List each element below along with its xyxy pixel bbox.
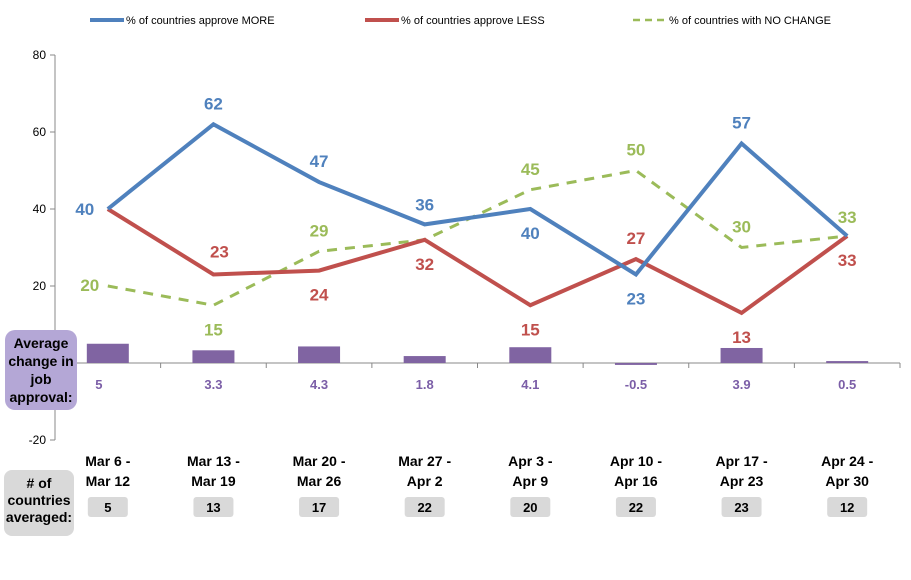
avg-change-label: -0.5 [625,377,647,392]
point-label: 62 [204,94,223,113]
avg-change-label: 4.3 [310,377,328,392]
point-label: 30 [732,218,751,237]
country-count-box [87,497,128,517]
point-label: 20 [80,276,99,295]
average-change-bars: 5 3.3 4.3 1.8 4.1 -0.5 3.9 0.5 [86,343,869,392]
data-labels: 40 62 47 36 40 23 57 23 24 32 15 27 13 33 20 15 29 45 50 30… [75,94,856,347]
country-count-box [404,497,445,517]
avg-change-bar [192,350,235,363]
point-label: 23 [210,242,229,261]
point-label: 27 [626,229,645,248]
point-label: 33 [838,251,857,270]
x-tick-label: Apr 10 -Apr 16 [610,453,662,489]
point-label: 33 [838,208,857,227]
y-tick-label: 20 [33,279,47,293]
country-count: 22 [629,500,643,515]
point-label: 40 [75,200,94,219]
avg-change-label: 1.8 [416,377,434,392]
point-label: 50 [626,141,645,160]
legend-label: % of countries approve LESS [401,15,545,27]
avg-change-bar [509,347,552,363]
avg-change-bar [826,361,869,363]
series-line [106,207,849,316]
country-count: 23 [734,500,748,515]
country-count-box [193,497,234,517]
side-panels: Average change in job approval: # of countrie… [4,330,868,536]
country-count-box [299,497,340,517]
point-label: 40 [521,224,540,243]
avg-change-caption: Average change in job approval: [8,335,73,405]
country-count-box [827,497,868,517]
y-tick-label: 40 [33,202,47,216]
avg-change-label: 3.9 [733,377,751,392]
point-label: 15 [204,320,223,339]
legend-label: % of countries with NO CHANGE [669,15,831,27]
country-count-box [510,497,551,517]
point-label: 29 [310,221,329,240]
point-label: 23 [626,289,645,308]
country-count: 17 [312,500,326,515]
series-lines [106,121,849,316]
legend-label: % of countries approve MORE [126,15,275,27]
chart-axes: -20 20 40 60 80 Mar 6 -Mar 12 Mar 13 -Mar 19 Ma… [29,48,901,489]
point-label: 36 [415,195,434,214]
country-count: 13 [206,500,220,515]
chart-legend: % of countries approve MORE % of countrie… [90,15,831,27]
y-tick-label: 80 [33,48,47,62]
y-tick-label: 60 [33,125,47,139]
avg-change-label: 4.1 [521,377,539,392]
x-tick-label: Apr 3 -Apr 9 [508,453,553,489]
avg-change-bar [720,347,763,363]
x-tick-label: Mar 27 -Apr 2 [398,453,451,489]
avg-change-bar [298,346,341,363]
country-count: 20 [523,500,537,515]
x-tick-label: Apr 24 -Apr 30 [821,453,873,489]
point-label: 15 [521,320,540,339]
y-tick-label: -20 [29,433,47,447]
avg-change-label: 5 [95,377,102,392]
countries-averaged-panel [4,470,74,536]
avg-change-label: 0.5 [838,377,856,392]
x-tick-label: Apr 17 -Apr 23 [716,453,768,489]
point-label: 47 [310,152,329,171]
point-label: 32 [415,255,434,274]
country-count: 12 [840,500,854,515]
point-label: 57 [732,114,751,133]
avg-change-bar [403,356,446,363]
countries-averaged-caption: # of countries averaged: [6,475,72,525]
x-tick-label: Mar 13 -Mar 19 [187,453,240,489]
avg-change-label: 3.3 [204,377,222,392]
country-count-box [721,497,762,517]
country-count: 22 [417,500,431,515]
avg-change-panel [5,330,77,410]
point-label: 45 [521,160,540,179]
avg-change-bar [614,363,657,365]
country-count-box [615,497,656,517]
avg-change-bar [86,343,129,363]
x-tick-label: Mar 6 -Mar 12 [85,453,130,489]
series-line [106,121,849,278]
point-label: 24 [310,286,329,305]
series-line [107,168,848,307]
point-label: 13 [732,328,751,347]
x-tick-label: Mar 20 -Mar 26 [293,453,346,489]
country-count: 5 [104,500,111,515]
